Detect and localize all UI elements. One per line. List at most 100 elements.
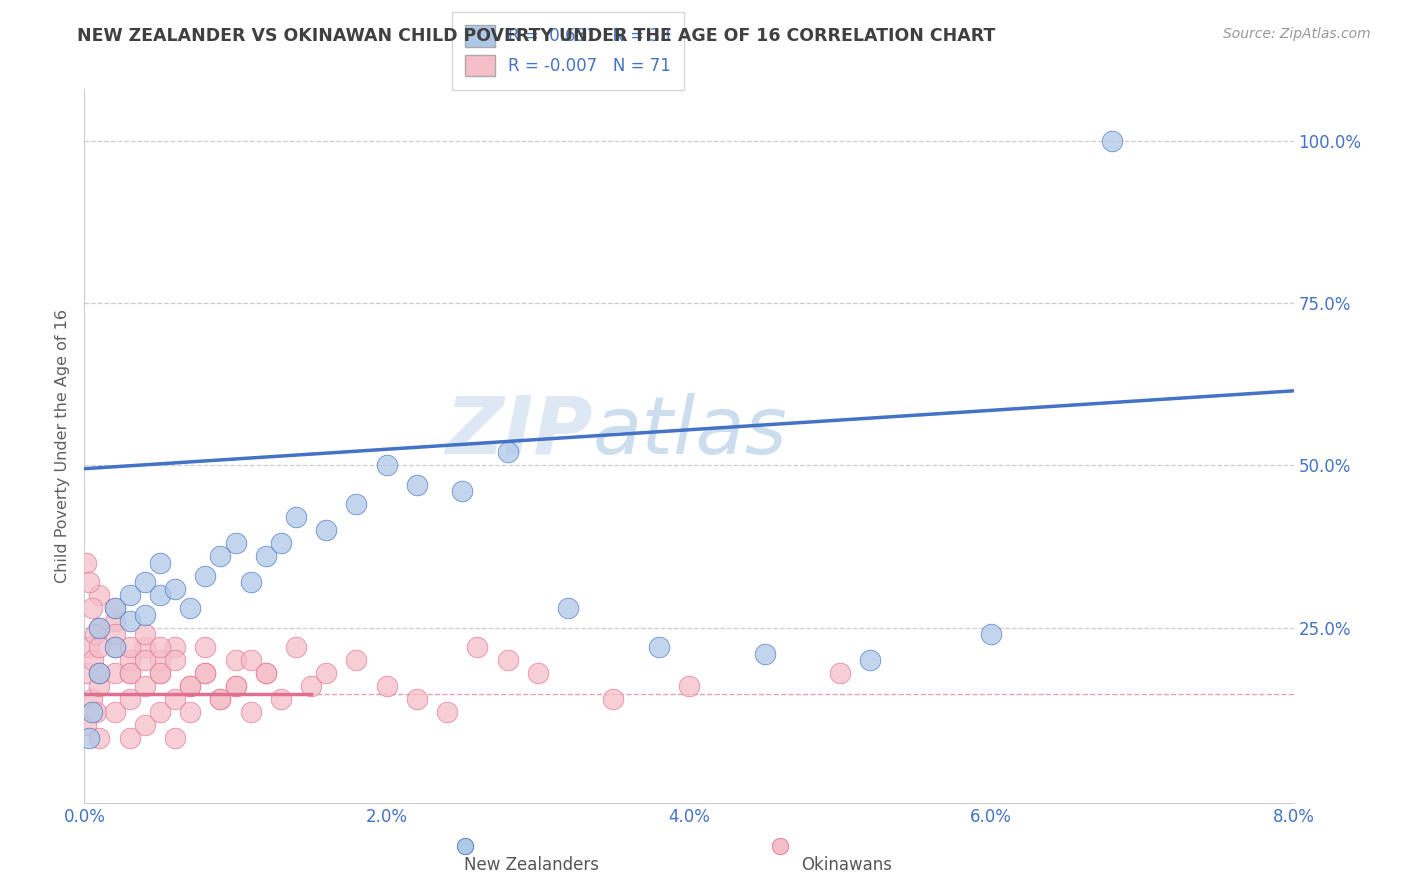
Point — [225, 679, 247, 693]
Point — [80, 705, 103, 719]
Point — [209, 692, 232, 706]
Point — [82, 653, 104, 667]
Point — [239, 575, 262, 590]
Point — [104, 640, 127, 654]
Point — [225, 653, 247, 667]
Point — [254, 666, 277, 681]
Point — [165, 582, 187, 596]
Point — [89, 666, 111, 681]
Point — [134, 575, 156, 590]
Point — [104, 705, 127, 719]
Point — [754, 647, 776, 661]
Point — [134, 679, 156, 693]
Point — [209, 692, 232, 706]
Point — [104, 614, 127, 628]
Text: NEW ZEALANDER VS OKINAWAN CHILD POVERTY UNDER THE AGE OF 16 CORRELATION CHART: NEW ZEALANDER VS OKINAWAN CHILD POVERTY … — [77, 27, 995, 45]
Text: ZIP: ZIP — [444, 392, 592, 471]
Point — [165, 653, 187, 667]
Point — [89, 679, 111, 693]
Point — [239, 653, 262, 667]
Point — [467, 640, 489, 654]
Point — [77, 640, 100, 654]
Point — [496, 445, 519, 459]
Point — [980, 627, 1002, 641]
Point — [149, 588, 172, 602]
Point — [118, 666, 141, 681]
Point — [346, 653, 368, 667]
Point — [254, 549, 277, 564]
Point — [830, 666, 852, 681]
Point — [149, 640, 172, 654]
Point — [118, 666, 141, 681]
Point — [84, 627, 107, 641]
Point — [194, 666, 217, 681]
Text: Source: ZipAtlas.com: Source: ZipAtlas.com — [1223, 27, 1371, 41]
Point — [89, 731, 111, 745]
Point — [209, 549, 232, 564]
Point — [86, 705, 108, 719]
Point — [194, 666, 217, 681]
Point — [225, 536, 247, 550]
Point — [406, 478, 429, 492]
Point — [194, 640, 217, 654]
Point — [315, 524, 337, 538]
Point — [270, 536, 292, 550]
Point — [436, 705, 458, 719]
Point — [451, 484, 474, 499]
Point — [239, 705, 262, 719]
Point — [134, 640, 156, 654]
Text: Okinawans: Okinawans — [800, 856, 891, 874]
Point — [165, 692, 187, 706]
Point — [149, 666, 172, 681]
Point — [104, 640, 127, 654]
Point — [179, 601, 201, 615]
Point — [149, 705, 172, 719]
Point — [406, 692, 429, 706]
Point — [118, 653, 141, 667]
Point — [89, 640, 111, 654]
Point — [89, 588, 111, 602]
Point — [346, 497, 368, 511]
Point — [1101, 134, 1123, 148]
Point — [179, 705, 201, 719]
Point — [375, 679, 398, 693]
Point — [118, 588, 141, 602]
Point — [149, 556, 172, 570]
Point — [80, 601, 103, 615]
Text: atlas: atlas — [592, 392, 787, 471]
Point — [165, 640, 187, 654]
Point — [285, 640, 308, 654]
Point — [270, 692, 292, 706]
Point — [557, 601, 579, 615]
Point — [75, 556, 97, 570]
Point — [80, 692, 103, 706]
Legend: R =  0.631   N = 33, R = -0.007   N = 71: R = 0.631 N = 33, R = -0.007 N = 71 — [451, 12, 685, 90]
Point — [89, 621, 111, 635]
Point — [179, 679, 201, 693]
Point — [859, 653, 882, 667]
Point — [118, 731, 141, 745]
Point — [118, 692, 141, 706]
Point — [104, 666, 127, 681]
Point — [134, 627, 156, 641]
Point — [299, 679, 322, 693]
Point — [496, 653, 519, 667]
Point — [104, 601, 127, 615]
Point — [375, 458, 398, 473]
Point — [89, 666, 111, 681]
Point — [104, 627, 127, 641]
Point — [225, 679, 247, 693]
Point — [89, 621, 111, 635]
Point — [285, 510, 308, 524]
Text: New Zealanders: New Zealanders — [464, 856, 599, 874]
Point — [315, 666, 337, 681]
Point — [254, 666, 277, 681]
Point — [527, 666, 550, 681]
Point — [678, 679, 700, 693]
Point — [77, 731, 100, 745]
Point — [648, 640, 671, 654]
Point — [75, 718, 97, 732]
Point — [118, 640, 141, 654]
Point — [179, 679, 201, 693]
Point — [165, 731, 187, 745]
